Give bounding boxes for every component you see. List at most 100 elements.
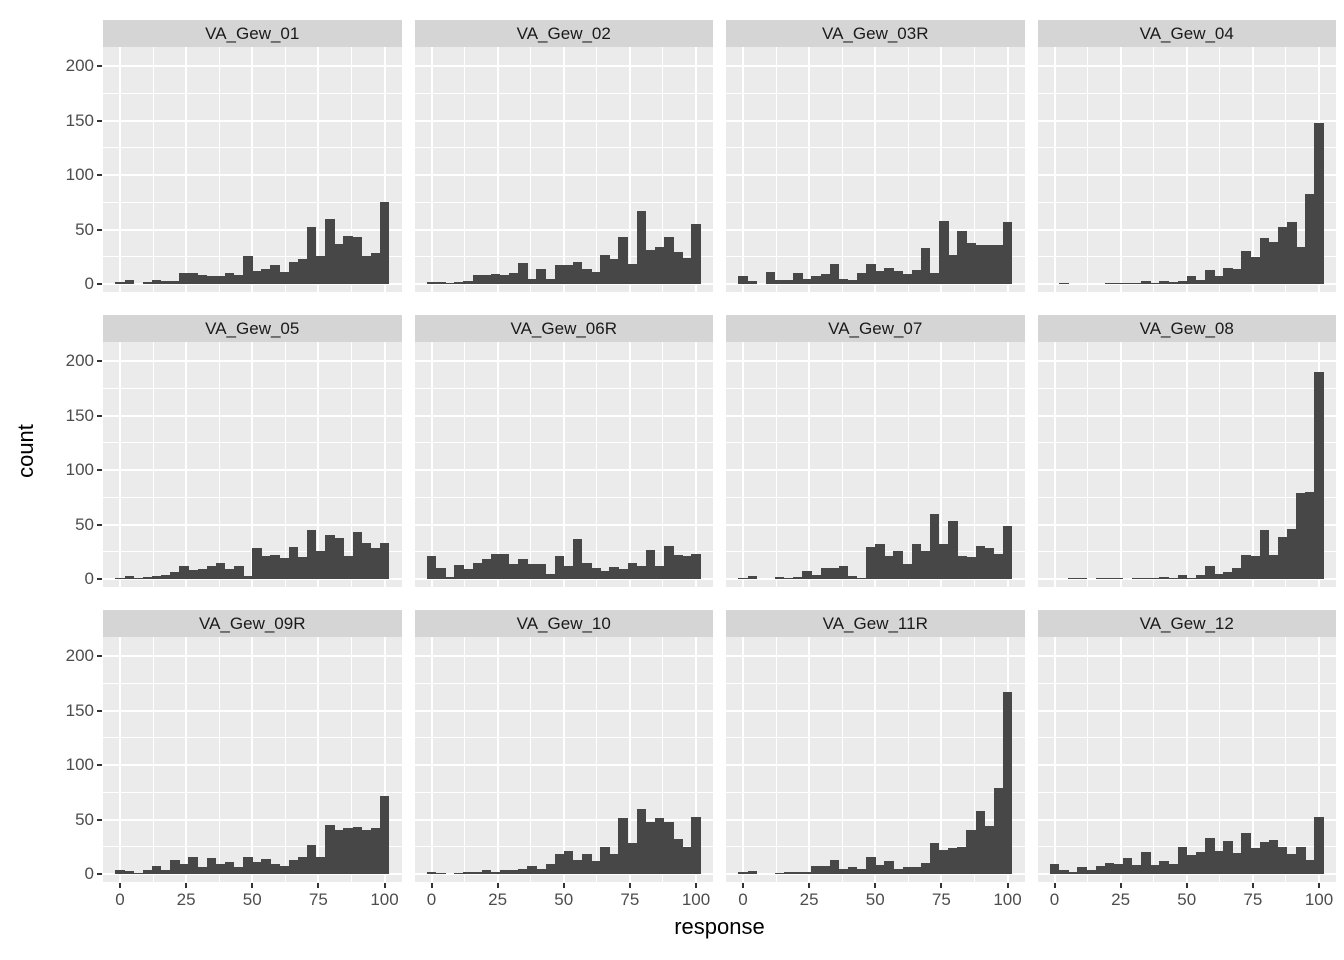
y-tick-mark (97, 578, 102, 580)
y-tick-mark (97, 360, 102, 362)
histogram-bar (1277, 536, 1288, 579)
major-gridline (1251, 342, 1254, 587)
x-tick-label: 0 (115, 890, 125, 909)
major-gridline (1318, 637, 1320, 882)
histogram-bar (802, 571, 812, 579)
histogram-bar (188, 273, 198, 284)
major-gridline (430, 637, 433, 882)
histogram-bar (929, 513, 940, 579)
minor-gridline (1285, 47, 1287, 292)
facet-panel: VA_Gew_03R (726, 20, 1025, 292)
histogram-bar (1059, 869, 1069, 874)
x-tick-label: 0 (426, 890, 437, 909)
histogram-panel (1037, 47, 1336, 292)
histogram-bar (829, 568, 840, 579)
major-gridline (119, 342, 121, 587)
histogram-bar (591, 568, 601, 579)
histogram-bar (1177, 846, 1188, 874)
x-tick-label: 100 (370, 890, 399, 909)
major-gridline (1251, 47, 1254, 292)
minor-gridline (218, 637, 220, 882)
histogram-bar (1296, 246, 1306, 284)
major-gridline (1053, 342, 1056, 587)
histogram-bar (197, 867, 208, 874)
histogram-bar (774, 279, 785, 284)
major-gridline (628, 637, 631, 882)
histogram-bar (1259, 238, 1270, 284)
histogram-bar (361, 543, 372, 579)
major-gridline (742, 342, 744, 587)
histogram-bar (1159, 576, 1169, 579)
major-gridline (1185, 47, 1188, 292)
histogram-bar (379, 795, 390, 874)
histogram-bar (1259, 842, 1270, 874)
histogram-panel (726, 342, 1025, 587)
histogram-bar (902, 867, 913, 874)
histogram-bar (811, 574, 821, 579)
minor-gridline (1153, 637, 1155, 882)
histogram-bar (591, 272, 601, 284)
histogram-bar (252, 548, 262, 579)
histogram-bar (297, 258, 308, 284)
histogram-bar (654, 246, 665, 284)
histogram-bar (206, 565, 217, 579)
x-tick-mark (695, 883, 697, 888)
histogram-bar (545, 573, 556, 579)
x-tick-mark (1006, 883, 1009, 888)
histogram-bar (857, 273, 867, 284)
major-gridline (940, 342, 943, 587)
histogram-bar (627, 264, 638, 284)
histogram-bar (939, 220, 949, 284)
histogram-bar (361, 830, 372, 874)
major-gridline (496, 637, 499, 882)
minor-gridline (152, 47, 154, 292)
minor-gridline (152, 637, 154, 882)
histogram-bar (206, 276, 217, 284)
histogram-bar (1296, 492, 1306, 579)
histogram-bar (1095, 866, 1106, 874)
y-tick-mark (97, 174, 102, 176)
minor-gridline (907, 637, 909, 882)
histogram-bar (948, 521, 958, 579)
x-tick-mark (430, 883, 433, 888)
histogram-bar (279, 272, 290, 284)
histogram-bar (1314, 817, 1324, 874)
histogram-bar (645, 250, 656, 284)
minor-gridline (1153, 47, 1155, 292)
histogram-bar (1068, 871, 1078, 874)
histogram-bar (1232, 268, 1242, 284)
histogram-bar (966, 557, 976, 579)
histogram-bar (893, 550, 903, 579)
histogram-bar (445, 576, 455, 579)
histogram-bar (939, 544, 949, 579)
histogram-bar (352, 237, 363, 284)
histogram-bar (379, 202, 390, 284)
histogram-bar (224, 569, 235, 579)
histogram-bar (563, 565, 574, 579)
x-tick-mark (1185, 883, 1188, 888)
histogram-bar (361, 255, 372, 284)
histogram-bar (654, 818, 665, 874)
histogram-bar (472, 562, 483, 579)
histogram-bar (1241, 251, 1251, 284)
histogram-bar (161, 869, 171, 874)
histogram-bar (1086, 869, 1096, 874)
histogram-bar (1104, 282, 1115, 284)
minor-gridline (973, 637, 975, 882)
histogram-bar (306, 227, 317, 284)
histogram-bar (793, 273, 803, 284)
histogram-bar (288, 262, 299, 284)
histogram-bar (966, 242, 976, 284)
histogram-bar (857, 868, 867, 874)
major-gridline (185, 47, 188, 292)
major-gridline (251, 637, 254, 882)
histogram-bar (884, 860, 894, 874)
histogram-bar (261, 268, 271, 284)
histogram-bar (243, 856, 253, 874)
histogram-bar (820, 568, 831, 579)
histogram-bar (966, 830, 976, 874)
histogram-bar (591, 860, 601, 874)
histogram-bar (838, 278, 849, 284)
histogram-bar (572, 859, 583, 874)
x-tick-mark (1119, 883, 1122, 888)
